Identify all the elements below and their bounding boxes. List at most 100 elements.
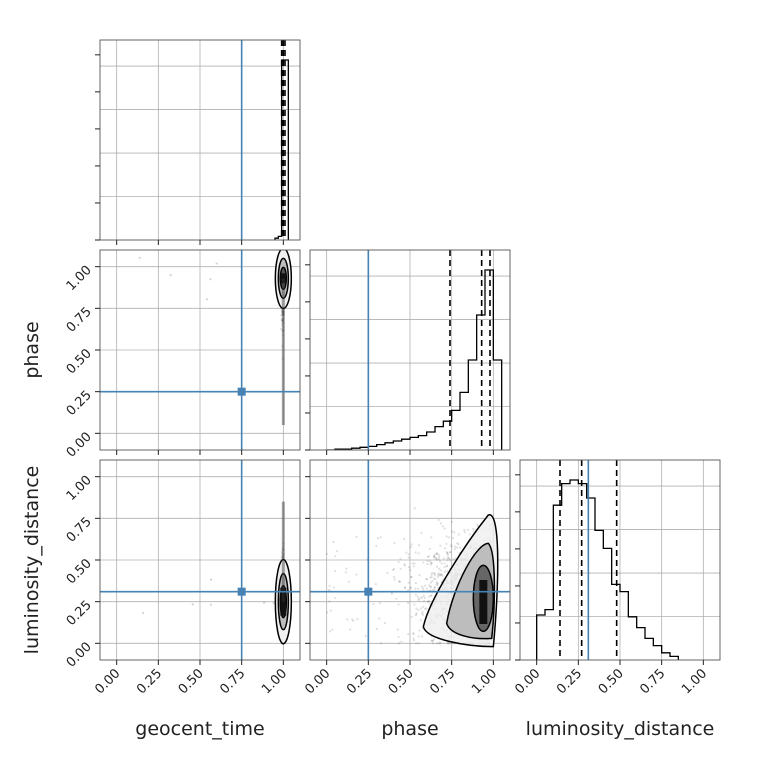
panel-geocent-time-vs-luminosity-distance-xtick-label-3: 0.75 [217, 666, 248, 697]
panel-phase-vs-luminosity-distance-sample-1318 [463, 528, 466, 532]
panel-phase-vs-luminosity-distance-sample-243 [433, 556, 436, 559]
panel-phase-vs-luminosity-distance-sample-1033 [436, 583, 439, 587]
panel-geocent-time-vs-luminosity-distance-sample-401 [281, 556, 285, 559]
panel-phase-vs-luminosity-distance-xtick-label-2: 0.50 [386, 666, 417, 697]
panel-phase-vs-luminosity-distance-sample-53 [452, 558, 455, 561]
panel-phase-vs-luminosity-distance-sample-100 [378, 617, 381, 620]
panel-phase-vs-luminosity-distance-sample-1287 [437, 518, 440, 522]
panel-phase-vs-luminosity-distance-sample-791 [439, 569, 442, 572]
panel-phase-vs-luminosity-distance-sample-241 [430, 639, 434, 642]
panel-phase-vs-luminosity-distance-sample-1267 [346, 618, 349, 621]
panel-geocent-time-vs-phase-sample-531 [282, 310, 285, 314]
panel-phase-vs-luminosity-distance-sample-173 [375, 544, 378, 547]
panel-phase-vs-luminosity-distance-sample-958 [468, 533, 471, 536]
xlabel-phase: phase [381, 718, 438, 740]
panel-phase-vs-luminosity-distance-sample-133 [397, 603, 400, 606]
panel-phase-vs-luminosity-distance-sample-757 [417, 608, 420, 612]
panel-phase-vs-luminosity-distance-xtick-label-1: 0.25 [344, 666, 375, 697]
panel-phase-vs-luminosity-distance-sample-1220 [436, 558, 439, 561]
panel-phase-vs-luminosity-distance-sample-1070 [378, 602, 382, 605]
panel-phase-vs-luminosity-distance-sample-388 [456, 546, 459, 549]
panel-phase-vs-luminosity-distance-sample-8 [439, 544, 442, 547]
panel-phase-vs-luminosity-distance-sample-1302 [425, 578, 428, 581]
panel-phase-vs-luminosity-distance-sample-22 [446, 552, 449, 555]
panel-phase-vs-luminosity-distance-sample-872 [428, 584, 431, 587]
panel-phase-vs-luminosity-distance-sample-710 [435, 565, 439, 568]
panel-geocent-time-vs-luminosity-distance-ytick-label-4: 1.00 [64, 473, 95, 504]
panel-phase-vs-luminosity-distance-sample-747 [417, 597, 420, 600]
panel-geocent-time-vs-luminosity-distance-outlier-4 [209, 603, 213, 606]
panel-phase-vs-luminosity-distance-sample-221 [419, 618, 422, 622]
panel-geocent-time-vs-luminosity-distance-xtick-label-2: 0.50 [176, 666, 207, 697]
panel-phase-vs-luminosity-distance-sample-733 [413, 562, 416, 565]
panel-phase-vs-luminosity-distance-sample-166 [435, 553, 439, 556]
panel-phase-vs-luminosity-distance-sample-484 [392, 567, 396, 571]
panel-phase-vs-luminosity-distance-sample-111 [386, 571, 389, 575]
panel-phase-vs-luminosity-distance-sample-985 [410, 575, 413, 579]
panel-phase-vs-luminosity-distance-sample-48 [445, 535, 448, 538]
panel-phase-vs-luminosity-distance-sample-338 [432, 639, 435, 643]
ylabel-phase: phase [21, 321, 43, 378]
panel-phase-vs-luminosity-distance-sample-551 [428, 560, 432, 563]
panel-phase-vs-luminosity-distance-sample-518 [431, 579, 434, 583]
panel-phase-vs-luminosity-distance-sample-184 [438, 574, 442, 577]
hist-luminosity-distance-steps [536, 479, 679, 660]
panel-phase-vs-luminosity-distance-sample-542 [476, 523, 479, 526]
panel-phase-vs-luminosity-distance-sample-306 [380, 642, 383, 645]
panel-phase-vs-luminosity-distance-sample-343 [418, 574, 421, 577]
panel-phase-vs-luminosity-distance-sample-564 [437, 567, 441, 570]
panel-geocent-time-vs-luminosity-distance-samples [142, 542, 285, 645]
panel-phase-vs-luminosity-distance-sample-1231 [422, 594, 425, 597]
panel-phase-vs-luminosity-distance-sample-1027 [417, 598, 420, 602]
panel-phase-vs-luminosity-distance-sample-155 [435, 642, 438, 645]
panel-phase-vs-luminosity-distance-sample-771 [328, 600, 331, 603]
panel-phase-vs-luminosity-distance-sample-455 [413, 603, 416, 606]
panel-phase-vs-luminosity-distance-sample-60 [421, 596, 424, 599]
panel-phase-vs-luminosity-distance-sample-125 [364, 634, 367, 638]
panel-phase-vs-luminosity-distance-sample-1314 [397, 635, 400, 639]
panel-geocent-time-vs-phase-sample-423 [282, 310, 285, 313]
panel-geocent-time-vs-phase-ytick-label-2: 0.50 [64, 346, 95, 377]
panel-geocent-time-vs-luminosity-distance-sample-557 [281, 552, 284, 555]
panel-phase-vs-luminosity-distance-sample-1012 [432, 577, 436, 580]
panel-phase-vs-luminosity-distance-sample-124 [412, 639, 416, 642]
panel-phase-vs-luminosity-distance-sample-965 [437, 573, 440, 576]
panel-phase-vs-luminosity-distance-sample-102 [393, 542, 396, 545]
panel-geocent-time-vs-luminosity-distance-sample-630 [282, 548, 285, 552]
panel-phase-vs-luminosity-distance-sample-996 [410, 615, 413, 619]
panel-phase-vs-luminosity-distance-sample-772 [325, 611, 329, 614]
panel-geocent-time-vs-luminosity-distance-outlier-0 [272, 602, 275, 605]
panel-geocent-time-vs-phase-sample-669 [281, 309, 284, 313]
panel-phase-vs-luminosity-distance-sample-950 [352, 619, 355, 622]
hist-luminosity-distance-xtick-label-0: 0.00 [512, 666, 543, 697]
panel-phase-vs-luminosity-distance-sample-506 [448, 642, 451, 645]
panel-phase-vs-luminosity-distance-outlier-3 [328, 589, 331, 592]
panel-geocent-time-vs-phase-sample-461 [281, 311, 284, 314]
panel-geocent-time-vs-luminosity-distance-truth-marker [237, 587, 246, 596]
panel-phase-vs-luminosity-distance-sample-613 [403, 537, 406, 541]
panel-phase-vs-luminosity-distance-sample-292 [421, 612, 424, 615]
panel-phase-vs-luminosity-distance-sample-1303 [427, 595, 431, 598]
panel-phase-vs-luminosity-distance-sample-1125 [426, 555, 430, 559]
panel-phase-vs-luminosity-distance-sample-695 [328, 630, 332, 633]
hist-phase-content [310, 250, 510, 450]
panel-phase-vs-luminosity-distance-sample-123 [407, 581, 410, 584]
panel-phase-vs-luminosity-distance-sample-215 [457, 543, 460, 546]
panel-geocent-time-vs-phase-sample-21 [281, 314, 285, 317]
panel-phase-vs-luminosity-distance-sample-1204 [447, 536, 451, 539]
panel-phase-vs-luminosity-distance-sample-1134 [431, 588, 435, 592]
panel-phase-vs-luminosity-distance-sample-44 [426, 562, 429, 566]
panel-geocent-time-vs-phase-sample-648 [280, 309, 284, 312]
panel-phase-vs-luminosity-distance-sample-1021 [446, 570, 449, 573]
panel-phase-vs-luminosity-distance-sample-1045 [406, 588, 410, 592]
panel-phase-vs-luminosity-distance-sample-807 [325, 552, 328, 555]
panel-phase-vs-luminosity-distance-sample-1187 [438, 556, 441, 559]
panel-phase-vs-luminosity-distance-sample-1255 [449, 559, 452, 562]
panel-phase-vs-luminosity-distance-sample-593 [414, 593, 417, 596]
panel-phase-vs-luminosity-distance-sample-331 [442, 557, 445, 560]
panel-phase-vs-luminosity-distance-sample-517 [438, 641, 441, 644]
panel-geocent-time-vs-luminosity-distance-outlier-5 [209, 578, 213, 581]
panel-phase-vs-luminosity-distance-sample-1304 [403, 564, 407, 567]
panel-phase-vs-luminosity-distance-sample-194 [429, 586, 433, 589]
panel-phase-vs-luminosity-distance-sample-239 [403, 586, 407, 589]
